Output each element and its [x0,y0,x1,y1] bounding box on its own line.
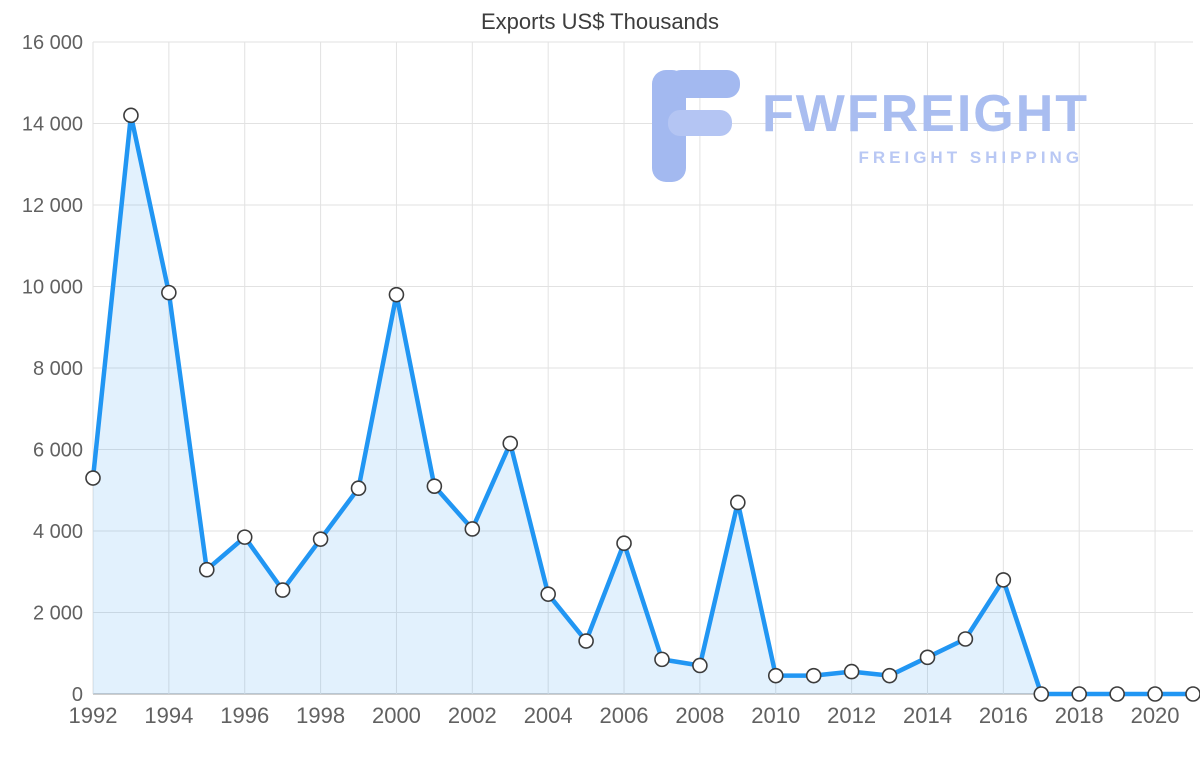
y-axis-label: 16 000 [22,32,83,54]
y-axis-label: 8 000 [33,358,83,380]
x-axis-label: 2016 [979,703,1028,728]
data-point-marker [1109,686,1125,702]
data-point-marker [919,649,936,666]
x-axis-label: 2008 [675,703,724,728]
data-point-marker [730,494,746,511]
x-axis-label: 2018 [1055,703,1104,728]
y-axis-label: 14 000 [22,114,83,136]
data-point-marker [957,631,974,647]
x-axis-label: 2010 [751,703,800,728]
y-axis-label: 0 [72,684,83,706]
data-point-marker [578,633,594,649]
data-point-marker [388,286,405,303]
data-point-marker [540,586,556,602]
y-axis-label: 6 000 [33,440,83,462]
x-axis-label: 2006 [600,703,649,728]
data-point-marker [426,478,443,494]
data-point-markers [85,107,1200,702]
x-axis-label: 2002 [448,703,497,728]
data-point-marker [881,667,898,684]
data-point-marker [85,470,101,486]
x-axis-label: 1994 [144,703,193,728]
chart-title: Exports US$ Thousands [480,9,720,34]
data-point-marker [805,667,822,684]
y-axis-label: 4 000 [33,521,83,543]
data-point-marker [1185,686,1200,702]
y-axis-label: 12 000 [22,195,83,217]
data-point-marker [161,284,177,301]
data-point-marker [1071,686,1088,702]
data-point-marker [350,480,367,497]
data-point-marker [843,663,860,680]
data-point-marker [1033,686,1050,702]
data-point-marker [616,535,632,552]
data-point-marker [502,435,519,452]
x-axis-label: 2004 [524,703,573,728]
data-point-marker [464,521,481,537]
area-fill [93,115,1193,695]
data-point-marker [236,529,253,545]
data-point-marker [995,572,1012,588]
x-axis-label: 2020 [1131,703,1180,728]
data-point-marker [692,657,708,674]
data-point-marker [312,531,329,547]
x-axis-label: 1992 [69,703,118,728]
x-axis-label: 1998 [296,703,345,728]
data-point-marker [654,651,670,668]
data-point-marker [767,667,784,684]
x-axis-label: 1996 [220,703,269,728]
data-point-marker [123,107,139,124]
exports-line [90,113,1196,697]
y-axis-labels: 0 2 000 4 000 6 000 8 000 10 000 12 000 14 000 1… [22,32,83,706]
x-axis-label: 2000 [372,703,421,728]
data-point-marker [274,582,291,598]
x-axis-labels: 1992 1994 1996 1998 2000 2002 2004 2006 2008 2010… [69,703,1180,728]
y-axis-label: 2 000 [33,603,83,625]
data-point-marker [198,561,215,578]
x-axis-label: 2014 [903,703,952,728]
data-point-marker [1147,686,1163,702]
x-axis-label: 2012 [827,703,876,728]
y-axis-label: 10 000 [22,277,83,299]
